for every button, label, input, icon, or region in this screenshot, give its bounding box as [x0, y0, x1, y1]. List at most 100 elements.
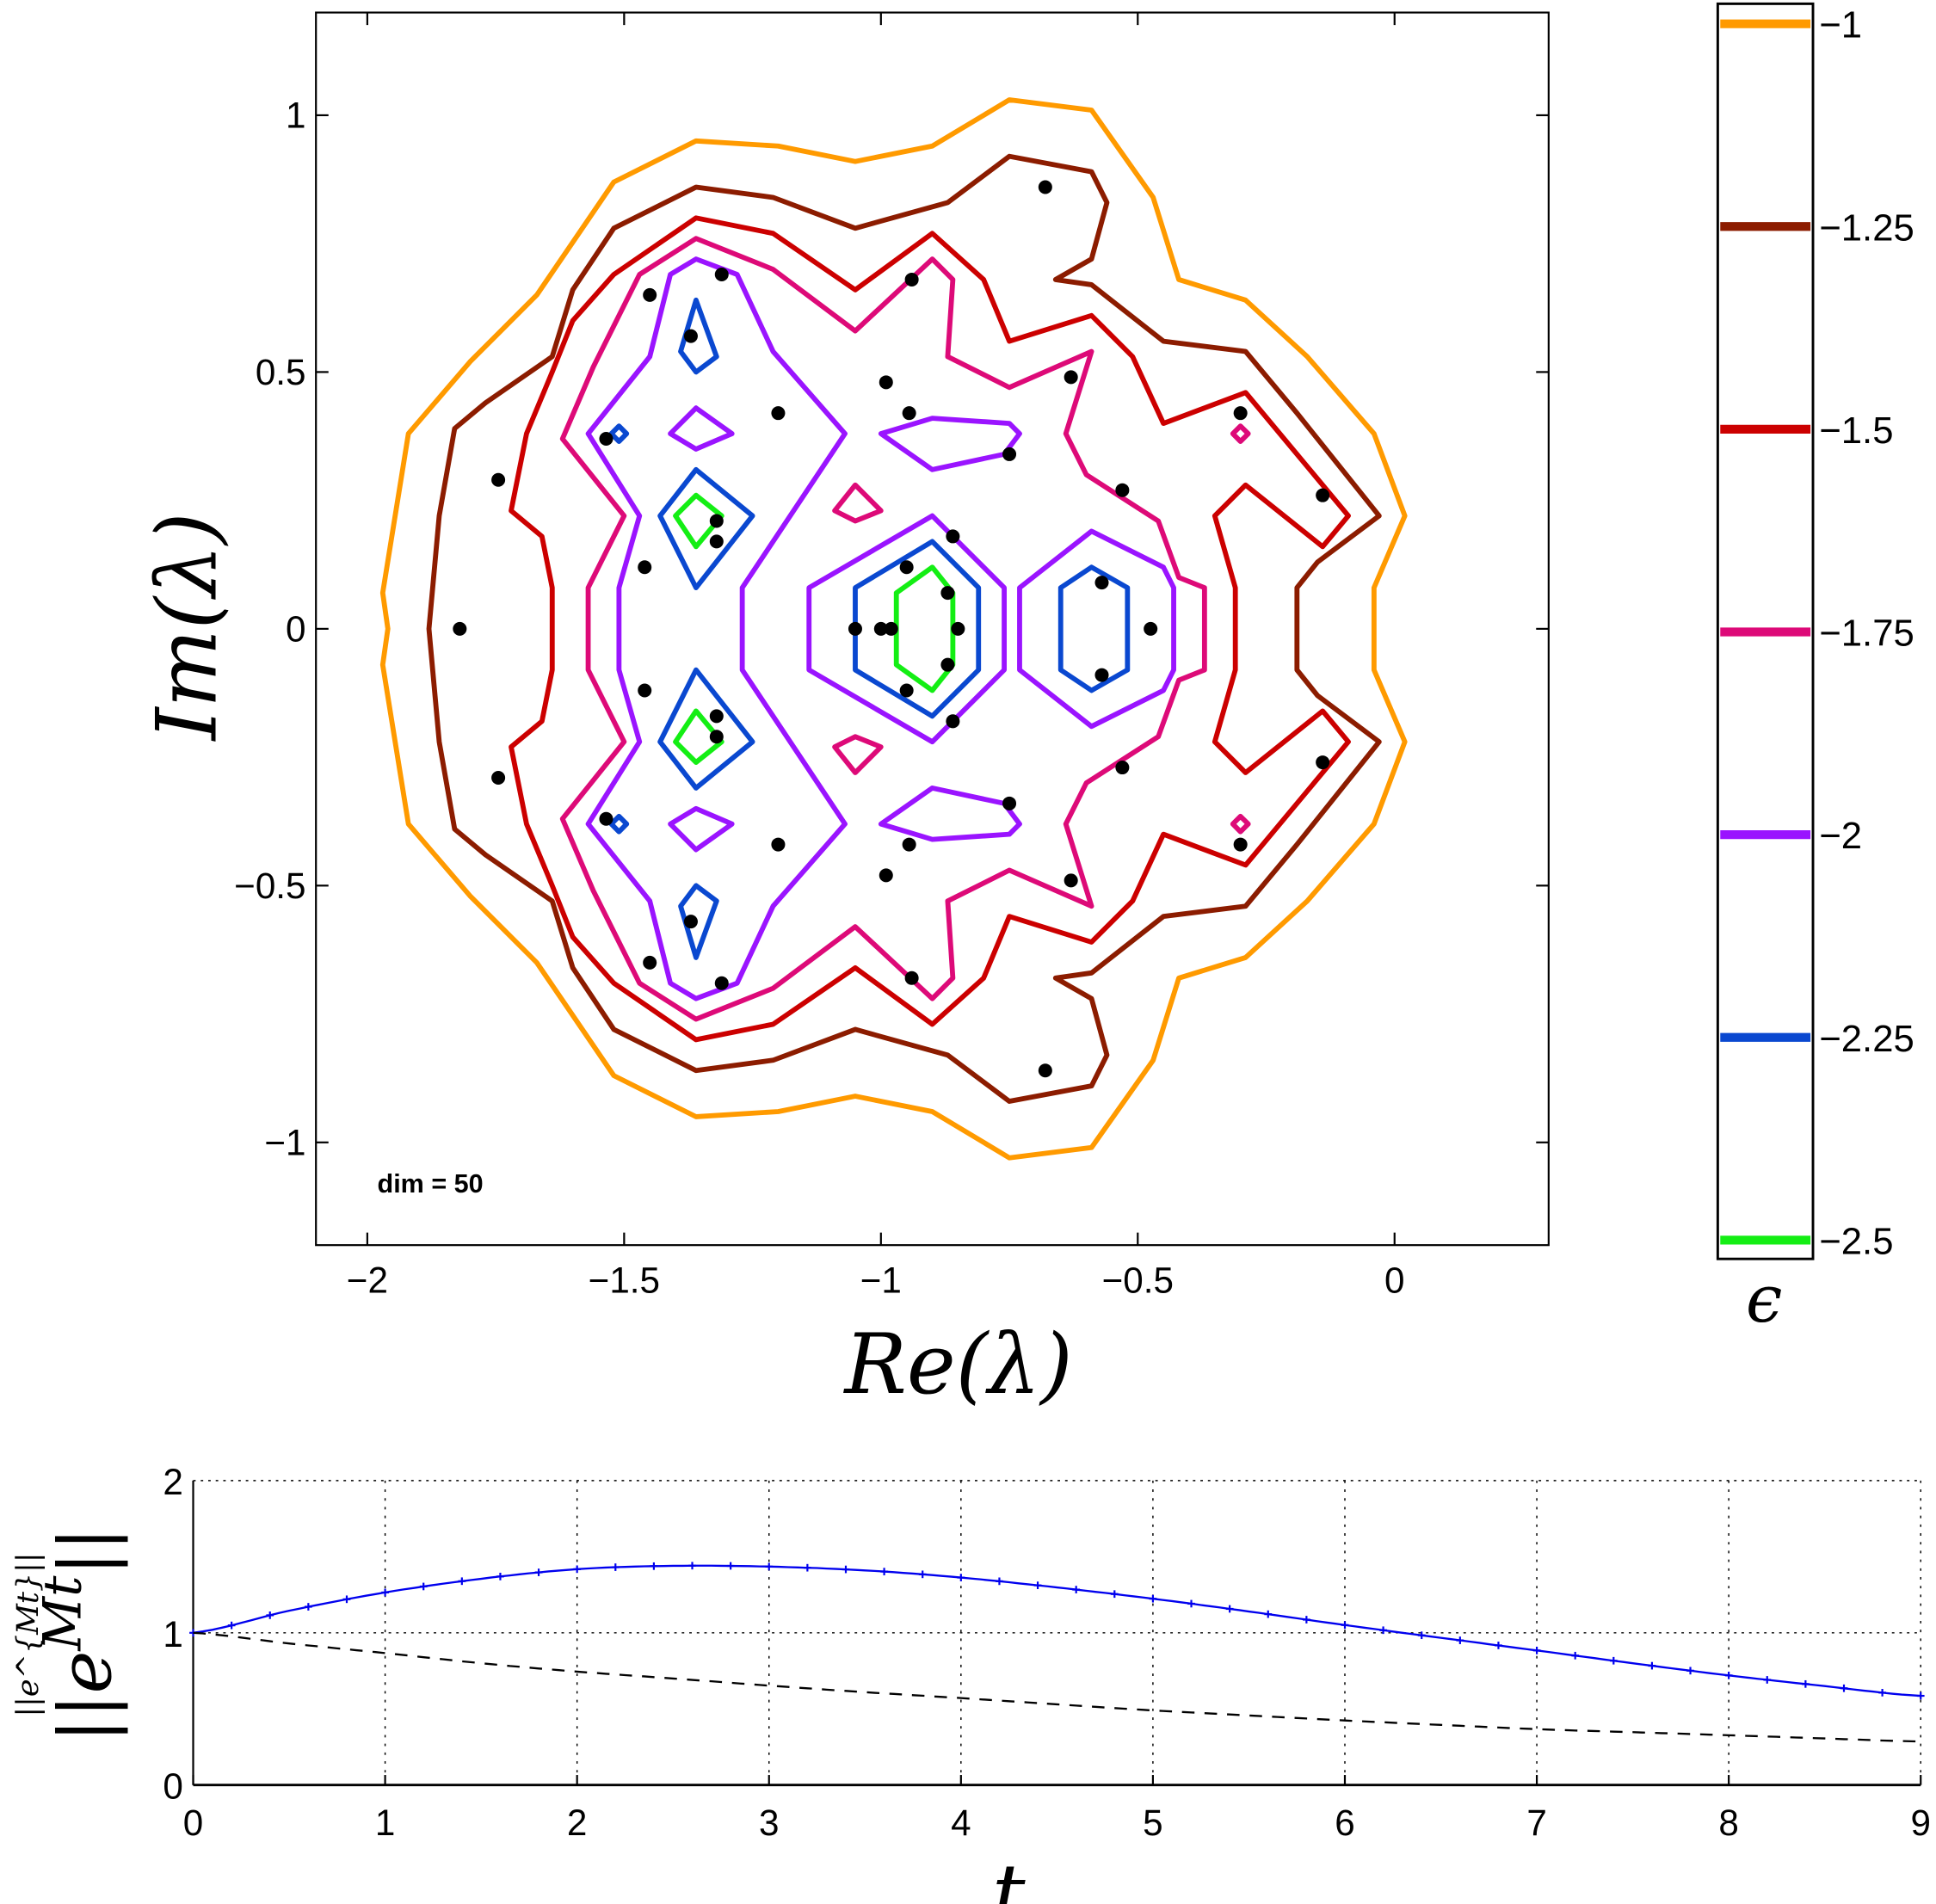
contour-lines — [379, 97, 1408, 1161]
eigenvalue-dot — [491, 472, 506, 487]
contour-level-neg2-10 — [1017, 528, 1176, 730]
eigenvalue-dot — [848, 621, 862, 636]
eigenvalue-dot — [599, 432, 613, 447]
eigenvalue-dot — [902, 837, 916, 852]
eigenvalue-dot — [1038, 1063, 1052, 1078]
axis-ticks-2: 0 1 2 3 4 5 6 7 8 9 0 1 2 — [163, 1462, 1931, 1843]
series-lines — [189, 1562, 1925, 1743]
contour-island-4-lower — [832, 734, 884, 775]
contour-level-neg1.75-3 — [559, 236, 1207, 1022]
x-tick-label: 9 — [1910, 1802, 1930, 1843]
eigenvalue-dot — [638, 683, 652, 698]
contour-level-neg2-9 — [806, 513, 1007, 745]
eigenvalue-dot — [709, 534, 724, 549]
y-axis-label-text: ||eMt|| — [32, 1527, 127, 1743]
pseudospectra-plot: −2 −1.5 −1 −0.5 0−1−0.500.51 dim = 50 Re(λ) … — [139, 11, 1550, 1413]
eigenvalue-dot — [683, 329, 698, 343]
eigenvalue-dot — [1064, 370, 1078, 385]
y-tick-label: 1 — [163, 1614, 182, 1654]
eigenvalue-dot — [491, 770, 506, 785]
eigenvalue-dot — [899, 683, 914, 698]
contour-island-16-upper — [673, 492, 724, 550]
y-axis-label-norm: ||eMt|| — [32, 1527, 127, 1743]
contour-island-8-upper — [878, 416, 1022, 472]
contour-island-12-upper — [608, 423, 630, 444]
eigenvalue-dot — [599, 811, 613, 826]
eigenvalue-dot — [1038, 180, 1052, 194]
colorbar-tick-label: −1.75 — [1819, 613, 1914, 655]
eigenvalue-dot — [771, 837, 786, 852]
eigenvalue-dot — [709, 514, 724, 528]
eigenvalue-dot — [1002, 447, 1017, 461]
colorbar-tick-label: −2.25 — [1819, 1018, 1914, 1060]
eigenvalue-dot — [643, 955, 657, 970]
colorbar-tick-label: −2.5 — [1819, 1220, 1893, 1262]
colorbar-tick-label: −2 — [1819, 815, 1862, 857]
colorbar-label: ϵ — [1746, 1261, 1782, 1337]
eigenvalue-dot — [1316, 488, 1330, 502]
x-tick-label: 3 — [759, 1802, 779, 1843]
plot-area-frame — [315, 11, 1550, 1247]
x-tick-label: 7 — [1526, 1802, 1546, 1843]
eigenvalue-dot — [884, 621, 898, 636]
x-tick-label: −1 — [860, 1260, 902, 1301]
x-tick-label: 2 — [567, 1802, 587, 1843]
eigenvalue-markers — [453, 180, 1330, 1078]
eigenvalue-dot — [902, 406, 916, 421]
ylabel-end: || — [43, 1527, 127, 1576]
y-tick-label: 2 — [163, 1462, 182, 1502]
x-axis-label-t: t — [992, 1846, 1026, 1904]
x-axis-label: Re(λ) — [843, 1316, 1073, 1413]
grid-lines — [193, 1480, 1921, 1785]
y-tick-label: 0 — [286, 608, 305, 649]
eigenvalue-dot — [904, 970, 919, 985]
contour-island-7-upper — [668, 405, 735, 452]
y-tick-label: −1 — [264, 1122, 305, 1162]
contour-level-neg1-0 — [379, 97, 1408, 1161]
y-tick-label: 0.5 — [256, 352, 306, 392]
dim-annotation: dim = 50 — [378, 1169, 484, 1198]
contour-level-neg2.25-15 — [1057, 564, 1131, 693]
eigenvalue-dot — [1094, 576, 1109, 590]
eigenvalue-dot — [873, 621, 888, 636]
x-tick-label: −2 — [347, 1260, 388, 1301]
ylabel-base: ||e — [43, 1651, 127, 1743]
contour-level-neg2-6 — [585, 256, 848, 1001]
contour-island-13-upper — [657, 466, 755, 591]
eigenvalue-dot — [709, 709, 724, 724]
series-line-dashed — [193, 1631, 1921, 1743]
y-tick-label: −0.5 — [234, 866, 305, 906]
eigenvalue-dot — [946, 714, 960, 729]
eigenvalue-dot — [771, 406, 786, 421]
eigenvalue-dot — [714, 976, 729, 990]
series-line-solid-markers — [193, 1564, 1921, 1698]
contour-island-7-lower — [668, 805, 735, 853]
contour-island-13-lower — [657, 667, 755, 791]
colorbar-levels: −1 −1.25 −1.5 −1.75 −2 −2.25 −2.5 — [1720, 4, 1914, 1262]
colorbar-tick-label: −1.25 — [1819, 206, 1914, 249]
eigenvalue-dot — [1233, 837, 1248, 852]
contour-island-5-upper — [1230, 423, 1251, 444]
eigenvalue-dot — [683, 915, 698, 929]
colorbar: −1 −1.25 −1.5 −1.75 −2 −2.25 −2.5 ϵ — [1716, 2, 1914, 1337]
eigenvalue-dot — [879, 868, 893, 883]
eigenvalue-dot — [940, 586, 955, 601]
eigenvalue-dot — [951, 621, 965, 636]
eigenvalue-dot — [643, 287, 657, 302]
x-tick-label: 6 — [1335, 1802, 1354, 1843]
eigenvalue-dot — [1144, 621, 1158, 636]
y-tick-label: 0 — [163, 1766, 182, 1807]
eigenvalue-dot — [1115, 483, 1130, 497]
plot2-area-frame — [193, 1480, 1921, 1785]
colorbar-tick-label: −1 — [1819, 4, 1862, 46]
x-tick-label: 0 — [1384, 1260, 1404, 1301]
y-tick-label: 1 — [286, 96, 305, 136]
x-tick-label: 4 — [951, 1802, 971, 1843]
contour-island-16-lower — [673, 708, 724, 765]
axis-ticks: −2 −1.5 −1 −0.5 0 −1 −0.5 0 0.5 1 — [234, 12, 1549, 1301]
x-tick-label: −0.5 — [1102, 1260, 1174, 1301]
eigenvalue-dot — [714, 267, 729, 281]
colorbar-tick-label: −1.5 — [1819, 410, 1893, 452]
eigenvalue-dot — [946, 529, 960, 544]
